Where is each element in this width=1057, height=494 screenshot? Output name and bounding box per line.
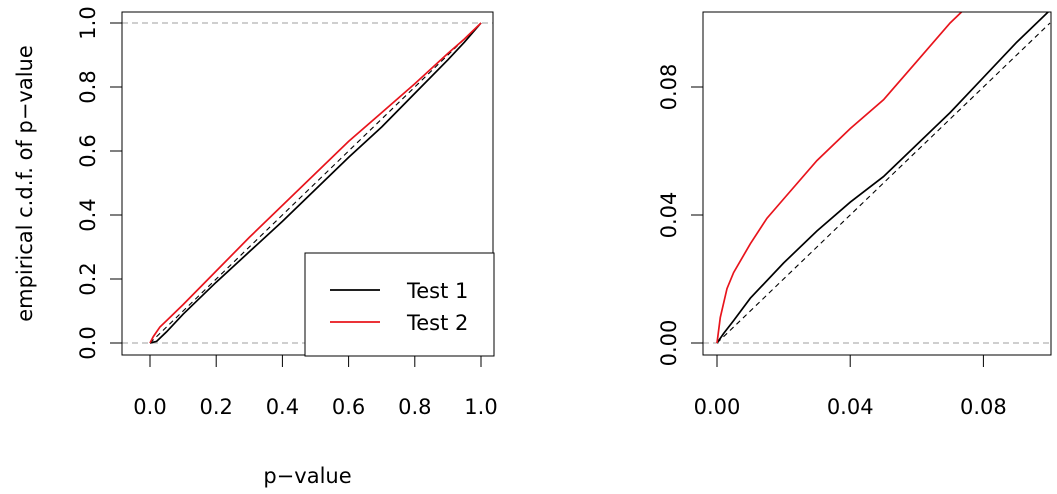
diagonal-reference-line: [149, 22, 482, 344]
panel-1: 0.0 0.2 0.4 0.6 0.8 1.0 0.0 0.2 0.4 0.6 0.8 1.0 p−va…: [13, 6, 498, 488]
y-axis-label: empirical c.d.f. of p−value: [13, 45, 37, 322]
y-tick-label: 0.4: [76, 198, 100, 231]
y-tick-label: 0.00: [657, 320, 681, 367]
x-tick-label: 0.0: [133, 395, 166, 419]
x-axis-label: p−value: [263, 464, 351, 488]
y-tick-label: 0.8: [76, 70, 100, 103]
plot-area: [703, 12, 1051, 344]
y-tick-label: 0.6: [76, 134, 100, 167]
diagonal-reference-line: [716, 22, 1051, 344]
y-tick-label: 0.04: [657, 192, 681, 239]
legend-box: [304, 252, 495, 357]
plot-frame: [702, 11, 1052, 356]
series-line-test-2: [149, 22, 482, 344]
series-line-test-2: [716, 12, 963, 344]
y-tick-label: 0.2: [76, 262, 100, 295]
x-tick-label: 0.08: [960, 395, 1007, 419]
x-tick-label: 0.2: [199, 395, 232, 419]
panel-2: 0.00 0.04 0.08 0.00 0.04 0.08: [657, 11, 1052, 419]
legend-label-test-2: Test 2: [406, 311, 468, 335]
series-line-test-1: [716, 12, 1050, 344]
y-tick-label: 0.0: [76, 326, 100, 359]
legend-label-test-1: Test 1: [406, 279, 468, 303]
x-tick-label: 0.8: [398, 395, 431, 419]
x-tick-label: 0.04: [827, 395, 874, 419]
legend: Test 1 Test 2: [304, 252, 495, 357]
x-tick-label: 0.00: [694, 395, 741, 419]
y-tick-label: 0.08: [657, 64, 681, 111]
y-tick-label: 1.0: [76, 6, 100, 39]
x-tick-label: 0.4: [266, 395, 299, 419]
x-tick-label: 1.0: [464, 395, 497, 419]
series-line-test-1: [149, 22, 482, 344]
x-tick-label: 0.6: [332, 395, 365, 419]
